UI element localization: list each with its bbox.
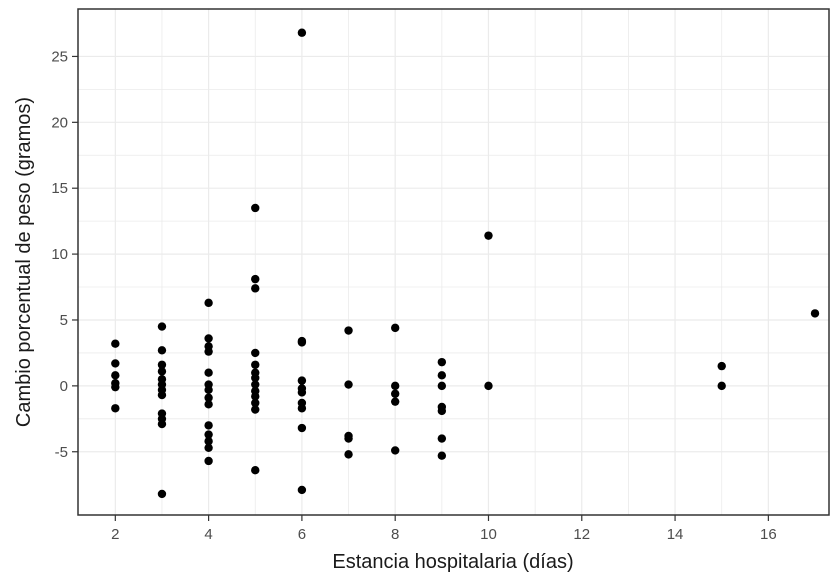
scatter-point (204, 456, 213, 466)
grid-layer (78, 9, 829, 515)
scatter-point (157, 346, 167, 355)
y-tick-label: 5 (60, 312, 68, 329)
scatter-point (251, 398, 260, 408)
scatter-point (344, 326, 353, 335)
scatter-point (251, 392, 260, 401)
x-tick-label: 4 (204, 526, 212, 543)
scatter-point (204, 421, 213, 430)
scatter-point (204, 368, 213, 377)
scatter-point (484, 231, 493, 240)
points-layer (111, 28, 820, 499)
scatter-point (390, 323, 400, 333)
scatter-point (204, 347, 213, 356)
y-tick-label: 15 (51, 180, 68, 197)
scatter-point (251, 284, 260, 293)
scatter-point (344, 434, 353, 443)
y-axis-title: Cambio porcentual de peso (gramos) (13, 97, 35, 427)
scatter-point (251, 203, 260, 213)
scatter-point (157, 390, 167, 400)
scatter-point (437, 357, 447, 367)
scatter-point (111, 359, 120, 368)
scatter-point (390, 381, 400, 391)
scatter-point (437, 434, 447, 443)
y-axis: -5 0 5 10 15 20 25 (51, 48, 78, 461)
scatter-point (204, 400, 213, 409)
scatter-point (437, 451, 447, 460)
x-axis: 2 4 6 8 10 12 14 16 (111, 515, 777, 543)
x-tick-label: 12 (573, 526, 590, 543)
scatter-point (251, 360, 260, 369)
x-axis-title: Estancia hospitalaria (días) (332, 551, 573, 573)
scatter-point (297, 423, 307, 433)
x-tick-label: 14 (667, 526, 684, 543)
scatter-point (251, 405, 260, 414)
x-tick-label: 2 (111, 526, 119, 543)
scatter-point (204, 298, 213, 308)
y-tick-label: 20 (51, 114, 68, 131)
scatter-point (157, 489, 167, 499)
scatter-point (111, 371, 120, 380)
scatter-point (111, 339, 120, 348)
scatter-point (297, 376, 307, 385)
scatter-point (204, 430, 213, 439)
scatter-point (297, 28, 307, 37)
scatter-point (297, 485, 307, 495)
scatter-point (251, 380, 260, 389)
y-tick-label: 10 (51, 246, 68, 263)
scatter-point (204, 443, 213, 452)
scatter-point (437, 381, 447, 391)
scatter-point (437, 371, 447, 380)
x-tick-label: 8 (391, 526, 399, 543)
scatter-point (251, 274, 260, 284)
scatter-point (204, 393, 213, 402)
x-tick-label: 6 (298, 526, 306, 543)
scatter-point (157, 360, 167, 369)
scatter-point (297, 404, 307, 413)
scatter-point (810, 309, 820, 318)
plot-panel-border (77, 8, 830, 516)
scatter-point (390, 397, 400, 406)
scatter-point (204, 437, 213, 446)
scatter-point (297, 388, 307, 397)
scatter-point (157, 419, 167, 429)
scatter-point (390, 389, 400, 398)
scatter-point (437, 406, 447, 416)
scatter-point (251, 465, 260, 475)
scatter-point (157, 367, 167, 376)
scatter-point (717, 361, 726, 371)
x-tick-label: 16 (760, 526, 777, 543)
scatter-point (297, 338, 307, 347)
scatter-point (204, 385, 213, 395)
scatter-point (251, 348, 260, 358)
scatter-point (111, 404, 120, 413)
scatter-point (344, 450, 353, 459)
x-tick-label: 10 (480, 526, 497, 543)
scatter-point (157, 322, 167, 331)
y-tick-label: 0 (60, 378, 68, 395)
y-tick-label: 25 (51, 48, 68, 65)
scatter-point (484, 381, 493, 391)
scatter-point (204, 334, 213, 343)
y-tick-label: -5 (55, 444, 68, 461)
scatter-point (251, 373, 260, 383)
scatter-point (344, 380, 353, 389)
scatter-point (111, 382, 120, 392)
scatter-point (390, 446, 400, 455)
scatter-point (717, 381, 726, 391)
